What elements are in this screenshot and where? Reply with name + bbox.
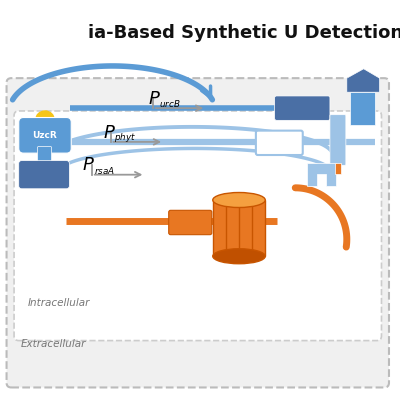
FancyBboxPatch shape — [19, 161, 69, 189]
FancyBboxPatch shape — [38, 146, 52, 164]
FancyBboxPatch shape — [256, 131, 303, 155]
FancyBboxPatch shape — [169, 210, 212, 235]
Text: $_{rsaA}$: $_{rsaA}$ — [94, 164, 115, 176]
Text: $P$: $P$ — [82, 156, 95, 174]
FancyBboxPatch shape — [6, 78, 389, 388]
FancyBboxPatch shape — [14, 111, 382, 340]
Bar — [213, 200, 265, 256]
Text: $_{phyt}$: $_{phyt}$ — [114, 131, 136, 144]
Circle shape — [36, 111, 54, 130]
Text: $P$: $P$ — [103, 124, 116, 142]
Polygon shape — [308, 162, 336, 186]
Text: $P$: $P$ — [148, 90, 161, 108]
Text: Intracellular: Intracellular — [28, 298, 90, 308]
Text: $_{urcB}$: $_{urcB}$ — [159, 97, 181, 110]
FancyBboxPatch shape — [275, 96, 330, 120]
Ellipse shape — [213, 249, 265, 264]
Text: UzcR: UzcR — [33, 131, 57, 140]
FancyBboxPatch shape — [19, 118, 71, 153]
Polygon shape — [350, 92, 375, 125]
Text: ia-Based Synthetic U Detection: ia-Based Synthetic U Detection — [88, 24, 400, 42]
Ellipse shape — [213, 192, 265, 208]
Bar — [335, 162, 341, 174]
FancyBboxPatch shape — [330, 115, 346, 165]
Polygon shape — [347, 69, 380, 92]
Text: Extracellular: Extracellular — [21, 339, 86, 349]
